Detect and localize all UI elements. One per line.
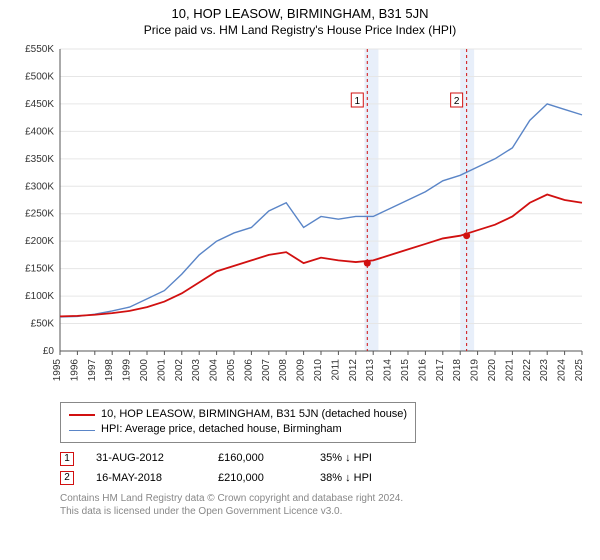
svg-text:£50K: £50K — [31, 319, 55, 330]
svg-text:2021: 2021 — [504, 359, 515, 382]
svg-text:2017: 2017 — [435, 359, 446, 382]
svg-text:1996: 1996 — [69, 359, 80, 382]
svg-text:2: 2 — [454, 96, 460, 107]
event-delta: 38% ↓ HPI — [320, 469, 372, 489]
event-date: 16-MAY-2018 — [96, 469, 196, 489]
legend-label: HPI: Average price, detached house, Birm… — [101, 422, 342, 437]
svg-text:2025: 2025 — [574, 359, 585, 382]
svg-text:2006: 2006 — [243, 359, 254, 382]
event-price: £210,000 — [218, 469, 298, 489]
event-row: 2 16-MAY-2018 £210,000 38% ↓ HPI — [60, 469, 590, 489]
svg-text:2022: 2022 — [522, 359, 533, 382]
svg-text:£350K: £350K — [25, 154, 54, 165]
svg-text:2004: 2004 — [209, 359, 220, 382]
license-line: Contains HM Land Registry data © Crown c… — [60, 492, 590, 505]
svg-text:2011: 2011 — [330, 359, 341, 381]
svg-text:£450K: £450K — [25, 99, 54, 110]
svg-text:2023: 2023 — [539, 359, 550, 382]
svg-text:1998: 1998 — [104, 359, 115, 382]
legend-label: 10, HOP LEASOW, BIRMINGHAM, B31 5JN (det… — [101, 407, 407, 422]
svg-text:2002: 2002 — [174, 359, 185, 382]
svg-text:£550K: £550K — [25, 44, 54, 55]
svg-text:2020: 2020 — [487, 359, 498, 382]
svg-text:2019: 2019 — [470, 359, 481, 382]
svg-text:2014: 2014 — [383, 359, 394, 382]
event-date: 31-AUG-2012 — [96, 449, 196, 469]
legend-swatch — [69, 414, 95, 416]
svg-text:2001: 2001 — [156, 359, 167, 382]
svg-text:2009: 2009 — [296, 359, 307, 382]
svg-text:1995: 1995 — [52, 359, 63, 382]
svg-text:2016: 2016 — [417, 359, 428, 382]
legend-item: 10, HOP LEASOW, BIRMINGHAM, B31 5JN (det… — [69, 407, 407, 422]
svg-text:£500K: £500K — [25, 71, 54, 82]
license-text: Contains HM Land Registry data © Crown c… — [60, 492, 590, 518]
chart-legend: 10, HOP LEASOW, BIRMINGHAM, B31 5JN (det… — [60, 402, 416, 443]
license-line: This data is licensed under the Open Gov… — [60, 505, 590, 518]
svg-text:£200K: £200K — [25, 236, 54, 247]
svg-text:2015: 2015 — [400, 359, 411, 382]
svg-text:£300K: £300K — [25, 181, 54, 192]
page-subtitle: Price paid vs. HM Land Registry's House … — [10, 23, 590, 37]
svg-text:1999: 1999 — [122, 359, 133, 382]
svg-text:2000: 2000 — [139, 359, 150, 382]
svg-text:£250K: £250K — [25, 209, 54, 220]
event-marker: 2 — [60, 471, 74, 485]
event-row: 1 31-AUG-2012 £160,000 35% ↓ HPI — [60, 449, 590, 469]
svg-text:2005: 2005 — [226, 359, 237, 382]
svg-text:£0: £0 — [43, 346, 55, 357]
events-table: 1 31-AUG-2012 £160,000 35% ↓ HPI 2 16-MAY-201… — [60, 449, 590, 489]
legend-swatch — [69, 430, 95, 431]
event-marker: 1 — [60, 452, 74, 466]
svg-text:2018: 2018 — [452, 359, 463, 382]
svg-text:£400K: £400K — [25, 126, 54, 137]
svg-text:2024: 2024 — [557, 359, 568, 382]
event-delta: 35% ↓ HPI — [320, 449, 372, 469]
svg-text:2010: 2010 — [313, 359, 324, 382]
svg-text:2013: 2013 — [365, 359, 376, 382]
svg-text:2003: 2003 — [191, 359, 202, 382]
svg-text:1: 1 — [355, 96, 361, 107]
event-price: £160,000 — [218, 449, 298, 469]
svg-text:2008: 2008 — [278, 359, 289, 382]
page-title: 10, HOP LEASOW, BIRMINGHAM, B31 5JN — [10, 6, 590, 21]
svg-text:2007: 2007 — [261, 359, 272, 382]
svg-text:£100K: £100K — [25, 291, 54, 302]
svg-text:£150K: £150K — [25, 264, 54, 275]
legend-item: HPI: Average price, detached house, Birm… — [69, 422, 407, 437]
svg-text:2012: 2012 — [348, 359, 359, 382]
svg-text:1997: 1997 — [87, 359, 98, 382]
price-chart: £0 £50K £100K £150K £200K £250K £300K £350K £400… — [10, 41, 590, 396]
